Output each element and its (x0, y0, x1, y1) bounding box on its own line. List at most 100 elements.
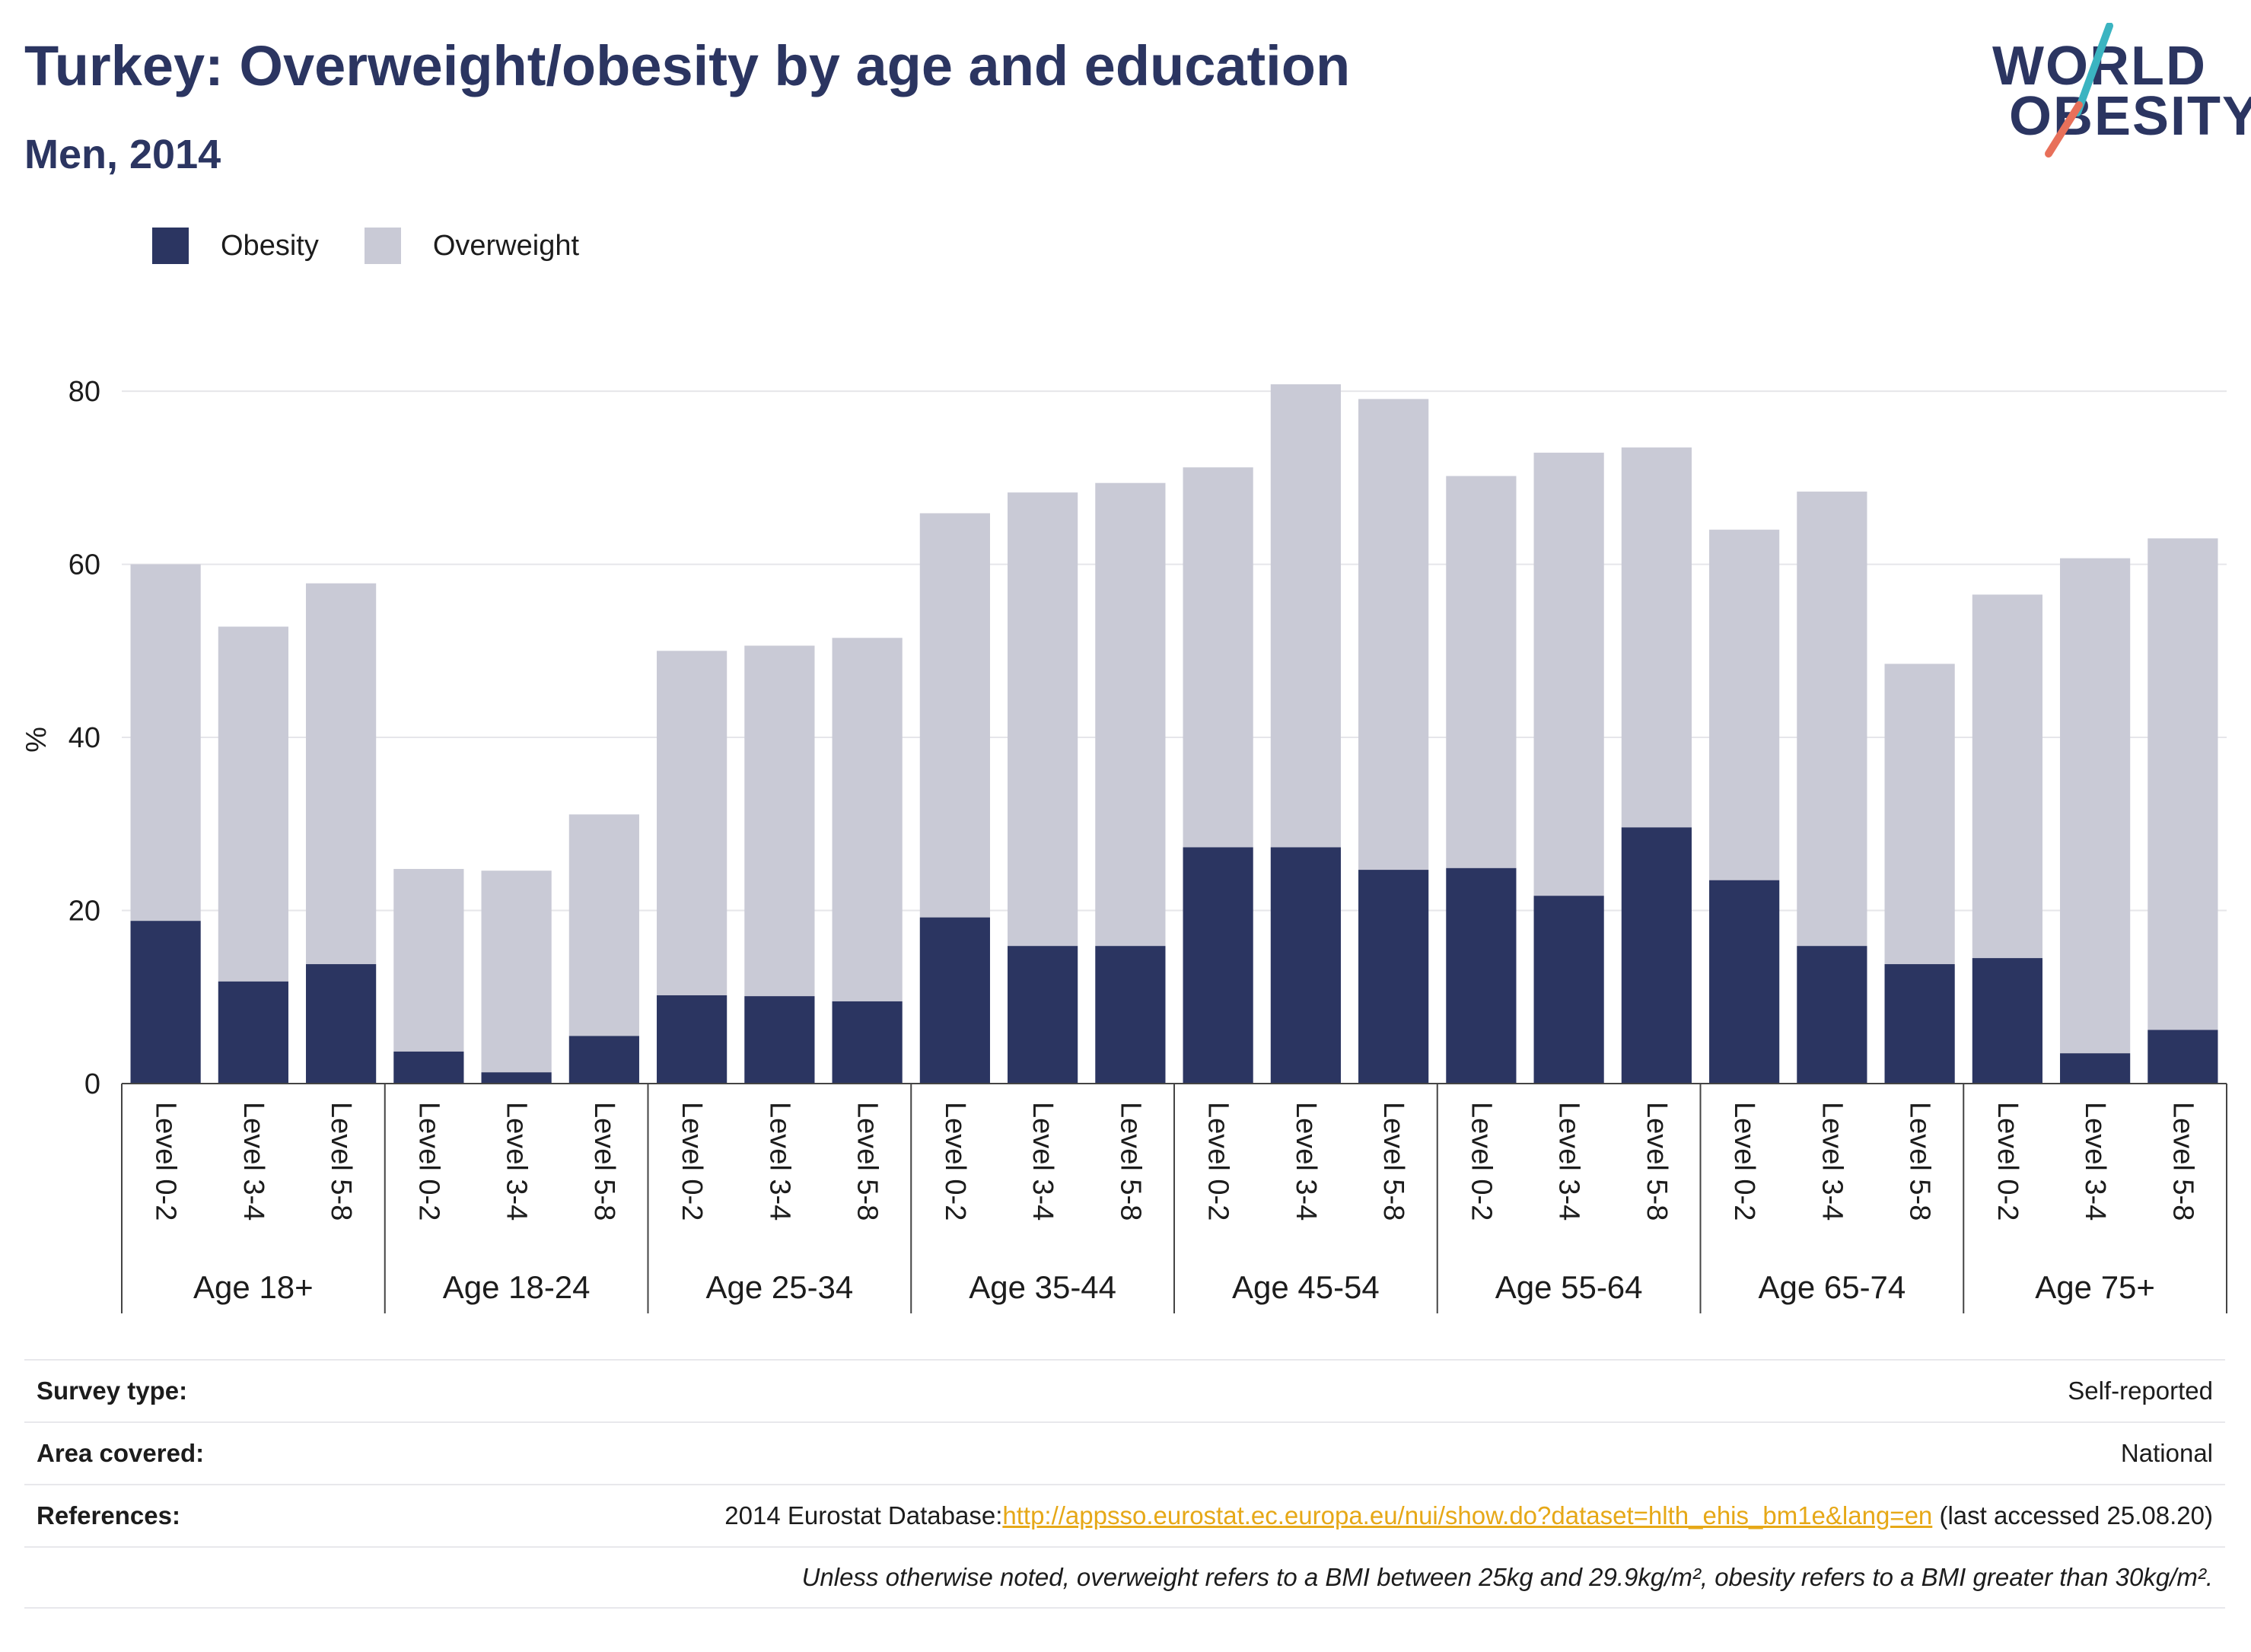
bar-obesity (1270, 847, 1341, 1084)
info-row-area: Area covered: National (24, 1421, 2225, 1484)
bar-overweight (1095, 482, 1166, 947)
bar-obesity (1709, 880, 1780, 1084)
bar-obesity (1446, 867, 1517, 1084)
x-category-label: Level 0-2 (676, 1102, 708, 1221)
bar-overweight (393, 868, 464, 1052)
references-label: References: (37, 1501, 180, 1529)
bar-overweight (832, 638, 903, 1001)
bar-obesity (1095, 946, 1166, 1084)
bar-overweight (919, 513, 990, 918)
bar-obesity (1533, 896, 1604, 1084)
x-category-label: Level 0-2 (1992, 1102, 2023, 1221)
x-group-label: Age 75+ (2035, 1269, 2155, 1305)
bar-obesity (1797, 946, 1867, 1084)
x-category-label: Level 0-2 (1728, 1102, 1760, 1221)
bar-overweight (1621, 447, 1692, 828)
x-category-label: Level 5-8 (1641, 1102, 1673, 1221)
bar-overweight (1446, 476, 1517, 868)
x-category-label: Level 3-4 (763, 1102, 795, 1221)
legend-label-overweight: Overweight (432, 229, 580, 262)
bar-overweight (1270, 384, 1341, 848)
x-group-label: Age 45-54 (1232, 1269, 1380, 1305)
bar-obesity (2060, 1053, 2131, 1084)
info-row-survey-type: Survey type: Self-reported (24, 1359, 2225, 1421)
bar-obesity (218, 981, 288, 1084)
x-group-label: Age 35-44 (969, 1269, 1116, 1305)
x-category-label: Level 0-2 (939, 1102, 971, 1221)
x-category-label: Level 3-4 (1290, 1102, 1322, 1221)
bar-overweight (1358, 399, 1429, 871)
bar-overweight (481, 871, 552, 1073)
logo-slash-icon (2045, 23, 2113, 158)
x-category-label: Level 5-8 (2167, 1102, 2198, 1221)
references-prefix: 2014 Eurostat Database: (724, 1501, 1003, 1529)
bar-overweight (1533, 452, 1604, 896)
info-table: Survey type: Self-reported Area covered:… (24, 1359, 2225, 1609)
legend-label-obesity: Obesity (221, 229, 319, 262)
bar-overweight (1008, 492, 1078, 947)
bar-overweight (657, 651, 728, 995)
bar-obesity (657, 995, 728, 1084)
area-covered-value: National (2120, 1439, 2213, 1467)
y-tick-label: 0 (84, 1068, 100, 1100)
x-category-label: Level 0-2 (150, 1102, 182, 1221)
bar-overweight (1183, 467, 1253, 848)
bar-obesity (306, 964, 377, 1084)
legend-item-overweight: Overweight (364, 228, 580, 264)
x-category-label: Level 0-2 (412, 1102, 444, 1221)
bar-overweight (2148, 538, 2218, 1030)
y-tick-label: 60 (68, 549, 100, 581)
x-category-label: Level 3-4 (1027, 1102, 1059, 1221)
bar-obesity (393, 1051, 464, 1084)
info-row-references: References: 2014 Eurostat Database:http:… (24, 1484, 2225, 1546)
bar-overweight (1972, 594, 2042, 959)
bmi-note: Unless otherwise noted, overweight refer… (801, 1563, 2213, 1591)
bar-overweight (218, 626, 288, 982)
references-value: 2014 Eurostat Database:http://appsso.eur… (724, 1501, 2213, 1530)
legend-swatch-overweight (364, 228, 401, 264)
x-category-label: Level 3-4 (1553, 1102, 1585, 1221)
bar-obesity (1008, 946, 1078, 1084)
y-tick-label: 80 (68, 376, 100, 408)
x-category-label: Level 3-4 (501, 1102, 533, 1221)
bar-obesity (1358, 870, 1429, 1084)
references-link[interactable]: http://appsso.eurostat.ec.europa.eu/nui/… (1002, 1501, 1933, 1529)
x-category-label: Level 3-4 (2079, 1102, 2111, 1221)
x-group-label: Age 65-74 (1758, 1269, 1906, 1305)
x-category-label: Level 0-2 (1202, 1102, 1234, 1221)
logo-line-2: OBESITY (2009, 86, 2251, 147)
y-axis-label: % (21, 727, 53, 753)
survey-type-label: Survey type: (37, 1377, 188, 1405)
world-obesity-logo: WORLD OBESITY (1979, 23, 2251, 167)
bar-obesity (919, 917, 990, 1084)
y-tick-label: 20 (68, 896, 100, 928)
chart-title: Turkey: Overweight/obesity by age and ed… (24, 34, 1351, 97)
x-group-label: Age 18-24 (443, 1269, 591, 1305)
bar-obesity (130, 921, 201, 1084)
legend-swatch-obesity (152, 228, 189, 264)
y-tick-label: 40 (68, 722, 100, 754)
bar-obesity (1621, 827, 1692, 1084)
bar-obesity (744, 996, 815, 1084)
x-category-label: Level 5-8 (1114, 1102, 1146, 1221)
bar-obesity (481, 1072, 552, 1084)
x-group-label: Age 55-64 (1495, 1269, 1643, 1305)
bar-chart: 0 20 40 60 80% Level 0-2 Level 3-4 Level 5-8 Age… (21, 376, 2227, 1313)
bar-obesity (1884, 964, 1955, 1084)
x-category-label: Level 3-4 (237, 1102, 269, 1221)
x-group-label: Age 25-34 (705, 1269, 853, 1305)
x-group-label: Age 18+ (193, 1269, 314, 1305)
bar-obesity (1183, 847, 1253, 1084)
legend: Obesity Overweight (152, 227, 625, 265)
bar-overweight (1797, 492, 1867, 947)
bar-overweight (744, 645, 815, 997)
bar-obesity (1972, 958, 2042, 1084)
chart-subtitle: Men, 2014 (24, 132, 221, 177)
bar-obesity (832, 1001, 903, 1084)
survey-type-value: Self-reported (2068, 1377, 2213, 1405)
bar-obesity (568, 1036, 639, 1084)
bar-overweight (1884, 664, 1955, 965)
bar-overweight (1709, 530, 1780, 880)
bar-overweight (2060, 558, 2131, 1054)
bar-overweight (130, 564, 201, 921)
